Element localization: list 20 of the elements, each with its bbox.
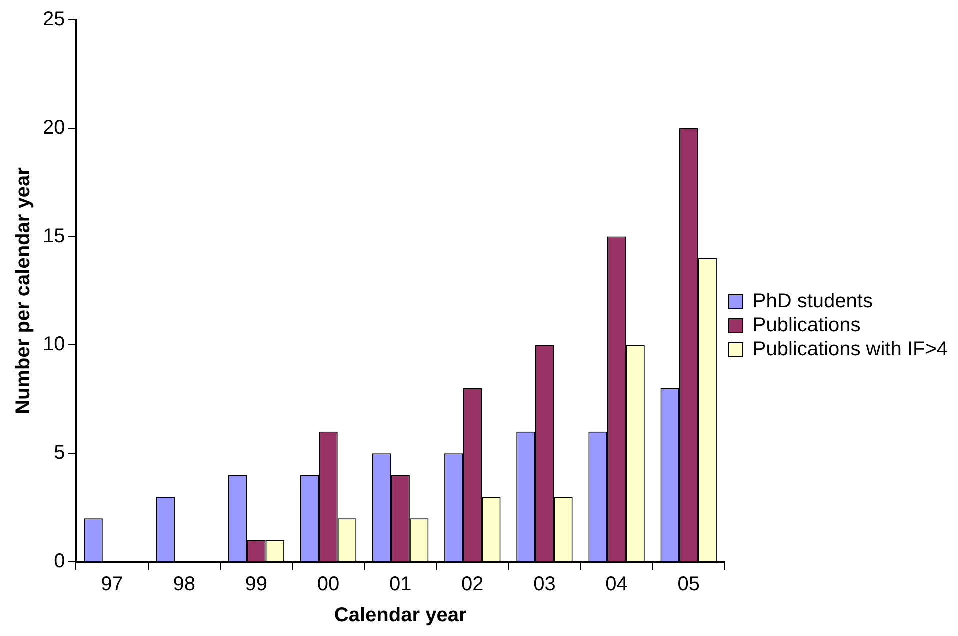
- legend-label: Publications with IF>4: [752, 338, 948, 361]
- x-axis-title: Calendar year: [334, 604, 467, 627]
- x-tick-label: 98: [173, 574, 196, 596]
- y-tick-label: 5: [54, 442, 66, 464]
- x-tick-label: 00: [317, 574, 340, 596]
- y-tick-label: 15: [42, 225, 66, 248]
- legend-label: PhD students: [752, 290, 873, 313]
- y-axis-title: Number per calendar year: [12, 167, 35, 414]
- x-tick-label: 02: [462, 574, 484, 596]
- x-tick-label: 01: [389, 574, 412, 596]
- x-tick-label: 97: [101, 574, 124, 596]
- y-tick-label: 20: [42, 116, 66, 139]
- y-tick-label: 0: [54, 550, 66, 573]
- y-tick-label: 25: [42, 8, 66, 31]
- legend-label: Publications: [752, 314, 861, 337]
- x-tick-label: 03: [534, 574, 556, 596]
- y-tick-label: 10: [42, 334, 66, 356]
- x-tick-label: 99: [245, 574, 268, 596]
- x-tick-label: 05: [678, 574, 700, 596]
- x-tick-label: 04: [606, 574, 628, 596]
